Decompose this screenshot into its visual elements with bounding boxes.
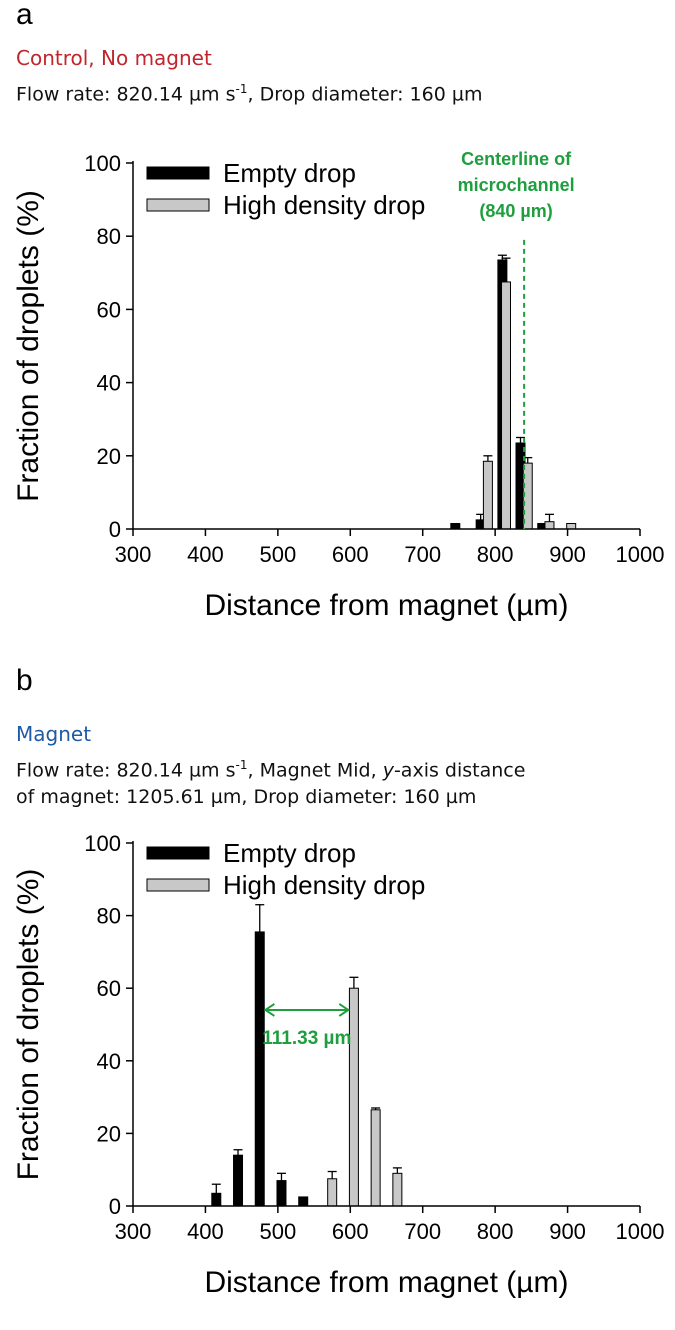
charta-ytick-label-5: 100 (84, 151, 121, 176)
panel-a-info-line: Flow rate: 820.14 µm s-1, Drop diameter:… (16, 82, 483, 106)
chart-a: 0 20 40 60 80 100 300 400 500 600 700 800 900 1000 Dis… (12, 149, 665, 622)
panel-b-info-line-2: of magnet: 1205.61 µm, Drop diameter: 16… (16, 786, 477, 809)
charta-bar-s1-4 (566, 523, 577, 530)
charta-bar-s1-1 (501, 281, 512, 530)
chartb-bar-s0-0 (211, 1192, 222, 1207)
chartb-legend-label-1: High density drop (223, 870, 425, 900)
charta-errorbar-s1-1 (501, 257, 511, 282)
chartb-errorbar-s1-0 (327, 1170, 337, 1179)
chartb-ytick-label-1: 20 (97, 1121, 121, 1146)
chartb-distance-label: 111.33 µm (262, 1028, 351, 1049)
charta-ytick-label-4: 80 (97, 224, 121, 249)
charta-ytick-label-0: 0 (109, 517, 121, 542)
charta-legend-label-0: Empty drop (223, 158, 356, 188)
chartb-bar-s0-4 (298, 1196, 309, 1207)
chartb-ylabel: Fraction of droplets (%) (12, 869, 45, 1181)
panel-a-info: Flow rate: 820.14 µm s-1, Drop diameter:… (16, 76, 482, 108)
chartb-errorbar-s1-3 (392, 1167, 402, 1174)
panel-b-info-line-1: Flow rate: 820.14 µm s-1, Magnet Mid, y-… (16, 758, 526, 782)
panel-a-letter: a (16, 0, 33, 31)
charta-legend-label-1: High density drop (223, 190, 425, 220)
charta-errorbar-s1-3 (544, 513, 554, 522)
chartb-legend-swatch-0 (146, 846, 210, 860)
chartb-xtick-label-2: 500 (259, 1219, 296, 1244)
charta-xtick-label-5: 800 (477, 542, 514, 567)
chartb-errorbar-s0-2 (255, 904, 265, 932)
charta-legend-swatch-0 (146, 166, 210, 180)
charta-ytick-label-3: 60 (97, 297, 121, 322)
chartb-ytick-label-3: 60 (97, 976, 121, 1001)
charta-xtick-label-1: 400 (187, 542, 224, 567)
chartb-errorbar-s0-1 (233, 1149, 243, 1156)
panel-b-subtitle: Magnet (16, 722, 92, 746)
chartb-bar-s1-1 (348, 987, 359, 1207)
chartb-xlabel: Distance from magnet (µm) (204, 1266, 568, 1299)
panel-b-info: Flow rate: 820.14 µm s-1, Magnet Mid, y-… (16, 752, 525, 811)
chartb-legend-label-0: Empty drop (223, 838, 356, 868)
chartb-distance-arrow (263, 1003, 351, 1017)
chartb-xtick-label-5: 800 (477, 1219, 514, 1244)
chartb-ytick-label-0: 0 (109, 1194, 121, 1219)
chartb-xtick-label-4: 700 (404, 1219, 441, 1244)
chartb-errorbar-s0-3 (276, 1172, 286, 1181)
charta-centerline-label-1: microchannel (458, 175, 575, 195)
charta-xtick-label-3: 600 (332, 542, 369, 567)
chartb-bar-s1-2 (370, 1109, 381, 1207)
chartb-bar-s0-3 (276, 1180, 287, 1207)
charta-errorbar-s1-0 (483, 455, 493, 462)
chartb-xtick-label-7: 1000 (616, 1219, 665, 1244)
charta-xtick-label-0: 300 (115, 542, 152, 567)
charta-bar-s1-0 (482, 460, 493, 530)
charta-xtick-label-2: 500 (259, 542, 296, 567)
charta-ylabel: Fraction of droplets (%) (12, 190, 45, 502)
charta-centerline-label-2: (840 µm) (479, 201, 552, 221)
chartb-errorbar-s1-2 (371, 1107, 381, 1110)
chartb-bar-s0-2 (254, 931, 265, 1207)
chartb-bar-s0-1 (233, 1154, 244, 1207)
chartb-ytick-label-4: 80 (97, 904, 121, 929)
panel-a-subtitle: Control, No magnet (16, 46, 212, 70)
chartb-legend-swatch-1 (146, 878, 210, 892)
chartb-xtick-label-1: 400 (187, 1219, 224, 1244)
chartb-xtick-label-0: 300 (115, 1219, 152, 1244)
chart-b: 0 20 40 60 80 100 300 400 500 600 700 800 900 1000 Dis… (12, 831, 665, 1299)
chartb-errorbar-s0-0 (211, 1183, 221, 1194)
charta-ytick-label-2: 40 (97, 371, 121, 396)
charta-xlabel: Distance from magnet (µm) (204, 589, 568, 622)
chartb-bar-s1-3 (392, 1172, 403, 1207)
charta-xtick-label-7: 1000 (616, 542, 665, 567)
charta-legend-swatch-1 (146, 198, 210, 212)
chartb-xtick-label-3: 600 (332, 1219, 369, 1244)
panel-b-letter: b (16, 664, 33, 697)
charta-bar-s0-0 (450, 523, 461, 530)
charta-centerline-label-0: Centerline of (461, 149, 572, 169)
chartb-bar-s1-0 (327, 1178, 338, 1207)
charta-xtick-label-4: 700 (404, 542, 441, 567)
charta-errorbar-s0-3 (515, 436, 525, 443)
chartb-xtick-label-6: 900 (549, 1219, 586, 1244)
chartb-ytick-label-5: 100 (84, 831, 121, 856)
chartb-ytick-label-2: 40 (97, 1049, 121, 1074)
charta-bar-s1-3 (544, 521, 555, 530)
charta-ytick-label-1: 20 (97, 444, 121, 469)
charta-xtick-label-6: 900 (549, 542, 586, 567)
chartb-errorbar-s1-1 (349, 976, 359, 989)
